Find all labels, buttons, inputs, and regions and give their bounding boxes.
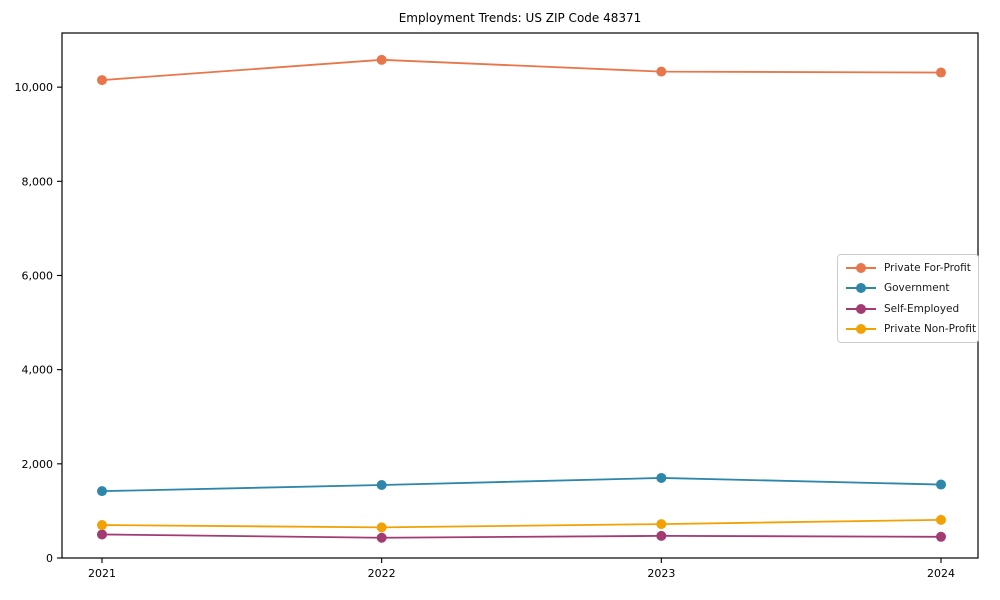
legend-item: Self-Employed [846,300,970,318]
y-tick-label: 0 [46,552,53,565]
x-tick-label: 2022 [368,567,396,580]
data-point [656,66,667,77]
legend-item: Private Non-Profit [846,320,976,338]
data-point [97,75,107,86]
legend-marker-icon [846,263,876,274]
x-tick-label: 2024 [927,567,955,580]
legend-label: Private For-Profit [884,262,971,275]
legend-marker-icon [846,323,876,334]
legend-marker-icon [846,303,876,314]
legend-item: Private For-Profit [846,259,971,277]
data-point [376,522,387,533]
legend-label: Self-Employed [884,302,960,315]
data-point [376,54,387,65]
data-point [656,530,667,541]
y-tick-label: 2,000 [22,458,54,471]
chart-legend: Private For-Profit Government Self-Emplo… [837,254,979,343]
data-point [376,480,387,491]
y-tick-label: 4,000 [22,364,54,377]
data-point [376,532,387,543]
x-tick-label: 2023 [647,567,675,580]
x-tick-label: 2021 [88,567,116,580]
data-point [656,519,667,530]
legend-label: Private Non-Profit [884,322,977,335]
legend-marker-icon [846,283,876,294]
data-point [936,531,946,542]
series-line [101,477,942,493]
data-point [97,529,107,540]
data-point [936,479,946,490]
y-tick-label: 6,000 [22,269,54,282]
legend-label: Government [884,282,950,295]
data-point [97,520,107,531]
legend-item: Government [846,279,970,297]
series-line [101,58,942,81]
y-tick-label: 10,000 [15,81,54,94]
series-line [101,533,942,539]
data-point [936,514,946,525]
data-point [936,67,946,78]
data-point [656,472,667,483]
series-line [101,518,942,529]
chart-title: Employment Trends: US ZIP Code 48371 [398,11,642,25]
data-point [97,486,107,497]
y-tick-label: 8,000 [22,175,54,188]
